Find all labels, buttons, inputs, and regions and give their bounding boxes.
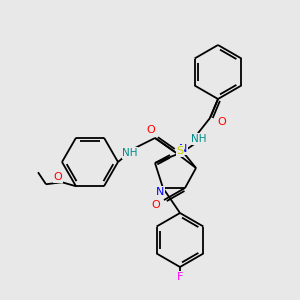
Text: O: O — [54, 172, 62, 182]
Text: NH: NH — [191, 134, 207, 144]
Text: F: F — [177, 272, 183, 282]
Text: N: N — [179, 144, 187, 154]
Text: O: O — [147, 125, 155, 135]
Text: O: O — [152, 200, 160, 210]
Text: O: O — [218, 117, 226, 127]
Text: N: N — [156, 187, 164, 197]
Text: S: S — [176, 146, 184, 156]
Text: NH: NH — [122, 148, 138, 158]
